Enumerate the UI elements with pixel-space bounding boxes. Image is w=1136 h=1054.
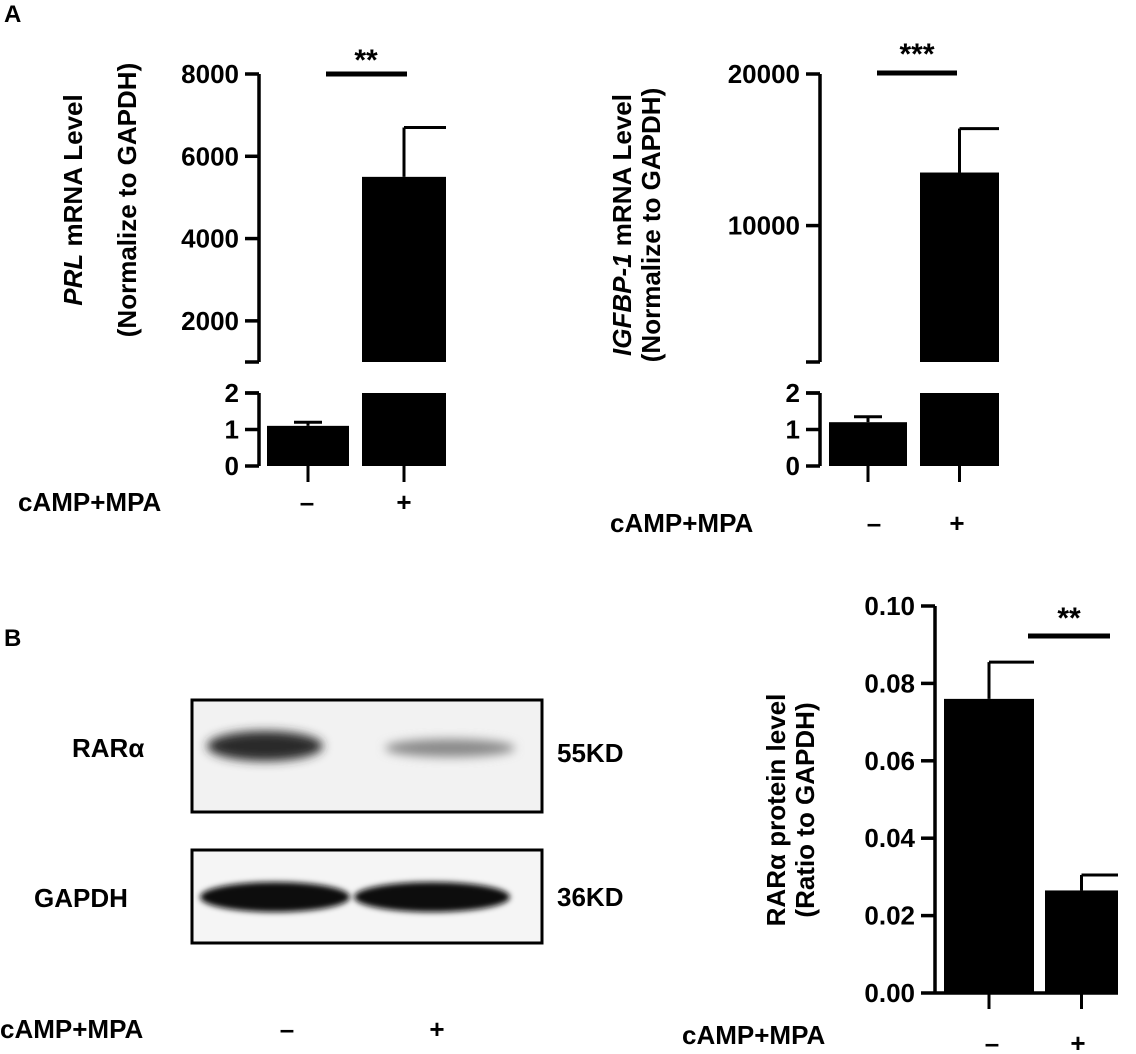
- igfbp1-tick-label-lower-1: 1: [786, 415, 800, 445]
- igfbp1-y-label-line2: (Normalize to GAPDH): [636, 88, 666, 362]
- prl-y-axis: 0 1 2 2000 4000 6000 8000: [181, 59, 261, 481]
- prl-tick-label-lower-0: 0: [225, 451, 239, 481]
- igfbp1-bar-1-lower: [920, 393, 999, 466]
- igfbp1-significance: ***: [899, 38, 934, 71]
- prl-x-label: cAMP+MPA: [18, 487, 161, 517]
- igfbp1-bars: [829, 127, 999, 482]
- rara-tick-label-3: 0.06: [864, 746, 915, 776]
- prl-tick-label-upper-2: 6000: [181, 141, 239, 171]
- rara-y-label-line2: (Ratio to GAPDH): [790, 702, 820, 917]
- igfbp1-y-label: IGFBP-1 mRNA Level: [607, 94, 637, 356]
- igfbp1-category-plus: +: [949, 508, 964, 538]
- igfbp1-tick-label-lower-0: 0: [786, 451, 800, 481]
- prl-y-label-line2: (Normalize to GAPDH): [112, 63, 142, 337]
- rara-chart: RARα protein level (Ratio to GAPDH) 0.00…: [682, 591, 1118, 1054]
- prl-tick-label-lower-1: 1: [225, 415, 239, 445]
- igfbp1-chart: IGFBP-1 mRNA Level (Normalize to GAPDH) …: [607, 38, 999, 538]
- igfbp1-tick-label-upper-0: 10000: [728, 211, 800, 241]
- blot-lane-minus: –: [280, 1014, 294, 1044]
- western-blot: RARα GAPDH 55KD 36KD cAMP+MPA – +: [0, 698, 623, 1044]
- igfbp1-category-minus: –: [867, 508, 881, 538]
- prl-tick-label-lower-2: 2: [225, 378, 239, 408]
- rara-category-minus: –: [985, 1028, 999, 1054]
- blot-treatment-label: cAMP+MPA: [0, 1014, 143, 1044]
- igfbp1-y-label-italic: IGFBP-1: [607, 253, 637, 356]
- rara-tick-label-4: 0.08: [864, 668, 915, 698]
- blot-gapdh-label: GAPDH: [34, 883, 128, 913]
- blot-gapdh-band-lane-minus: [200, 882, 350, 912]
- prl-chart: PRL mRNA Level (Normalize to GAPDH) 0 1 2 2…: [18, 44, 446, 517]
- rara-tick-label-2: 0.04: [864, 823, 915, 853]
- blot-rarα-size: 55KD: [557, 738, 623, 768]
- prl-y-label-italic: PRL: [58, 254, 88, 306]
- rara-bar-1: [1045, 890, 1118, 993]
- panel-label-b: B: [4, 625, 21, 652]
- prl-category-minus: –: [300, 487, 314, 517]
- rara-x-label: cAMP+MPA: [682, 1020, 825, 1050]
- igfbp1-y-label-rest: mRNA Level: [607, 94, 637, 253]
- prl-bar-0: [267, 425, 349, 466]
- rara-bar-0: [944, 698, 1034, 993]
- prl-category-plus: +: [396, 487, 411, 517]
- blot-gapdh-band-lane-plus: [354, 882, 510, 912]
- prl-tick-label-upper-0: 2000: [181, 306, 239, 336]
- igfbp1-tick-label-lower-2: 2: [786, 378, 800, 408]
- blot-lane-plus: +: [429, 1014, 444, 1044]
- rara-significance: **: [1057, 602, 1081, 635]
- prl-tick-label-upper-3: 8000: [181, 59, 239, 89]
- blot-gapdh-size: 36KD: [557, 882, 623, 912]
- igfbp1-x-label: cAMP+MPA: [610, 508, 753, 538]
- rara-bars: [944, 660, 1118, 1009]
- igfbp1-bar-0: [829, 422, 907, 466]
- rara-tick-label-0: 0.00: [864, 978, 915, 1008]
- prl-bars: [267, 125, 446, 482]
- blot-rarα-band-lane-minus: [207, 731, 323, 761]
- prl-y-label: PRL mRNA Level: [58, 94, 88, 305]
- prl-significance: **: [354, 44, 378, 77]
- panel-label-a: A: [4, 1, 21, 28]
- blot-rarα-label: RARα: [72, 733, 144, 763]
- prl-bar-1-upper: [362, 176, 446, 362]
- prl-tick-label-upper-1: 4000: [181, 224, 239, 254]
- prl-bar-1-lower: [362, 393, 446, 466]
- rara-tick-label-1: 0.02: [864, 901, 915, 931]
- prl-y-label-rest: mRNA Level: [58, 94, 88, 253]
- rara-category-plus: +: [1070, 1028, 1085, 1054]
- igfbp1-y-axis: 0 1 2 10000 20000: [728, 59, 822, 481]
- rara-y-label: RARα protein level: [761, 694, 791, 927]
- blot-rarα-band-lane-plus: [385, 739, 515, 757]
- igfbp1-tick-label-upper-1: 20000: [728, 59, 800, 89]
- igfbp1-bar-1-upper: [920, 172, 999, 362]
- rara-tick-label-5: 0.10: [864, 591, 915, 621]
